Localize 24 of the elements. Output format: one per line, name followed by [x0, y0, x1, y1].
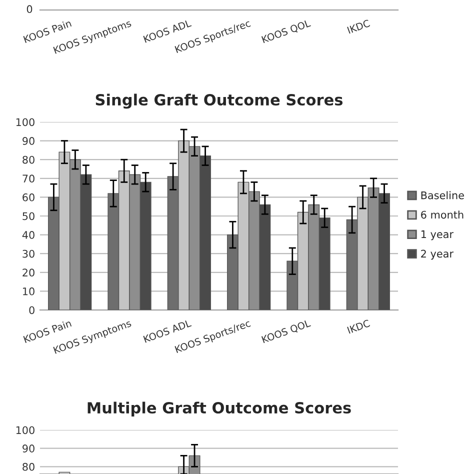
- y-tick-label: 80: [22, 156, 34, 164]
- y-tick-label: 0: [29, 306, 34, 314]
- y-tick-label: 70: [22, 174, 34, 183]
- y-tick-label: 100: [16, 426, 34, 434]
- x-tick-label: KOOS QOL: [261, 319, 312, 344]
- legend-label: 2 year: [421, 250, 454, 260]
- y-tick-label: 50: [22, 212, 34, 220]
- y-tick-label: 20: [22, 268, 34, 277]
- y-tick-label: 90: [22, 137, 34, 145]
- y-tick-label: 10: [23, 287, 34, 296]
- y-tick-label: 40: [22, 231, 34, 239]
- y-tick-label: 90: [22, 444, 34, 452]
- legend-label: Baseline: [421, 191, 464, 200]
- category-label: KOOS QOL: [261, 19, 312, 44]
- category-label: IKDC: [347, 19, 370, 34]
- y-tick-label: 80: [22, 462, 34, 471]
- y-tick-label: 30: [22, 250, 34, 258]
- y-tick-label: 100: [16, 118, 34, 126]
- y-tick-label: 60: [22, 193, 34, 202]
- chart-title: Single Graft Outcome Scores: [96, 94, 343, 109]
- legend-label: 1 year: [421, 230, 454, 240]
- x-tick-label: IKDC: [347, 319, 370, 334]
- chart-title: Multiple Graft Outcome Scores: [88, 402, 351, 417]
- legend-label: 6 month: [421, 210, 464, 219]
